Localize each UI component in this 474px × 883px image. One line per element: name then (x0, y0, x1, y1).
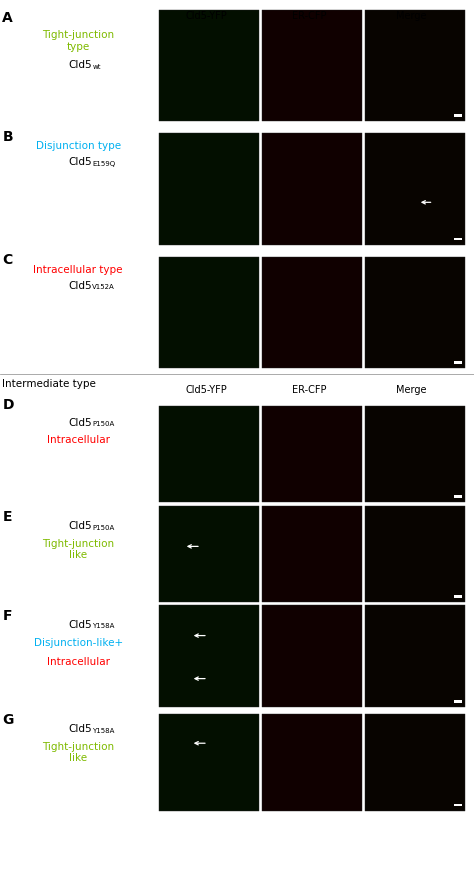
Text: Tight-junction
type: Tight-junction type (42, 30, 114, 51)
Bar (365, 406, 465, 502)
Bar (454, 700, 462, 703)
Text: Intermediate type: Intermediate type (2, 379, 96, 389)
Text: F: F (2, 609, 12, 623)
Text: wt: wt (92, 64, 101, 70)
Text: ER-CFP: ER-CFP (292, 11, 326, 21)
Text: Disjunction type: Disjunction type (36, 141, 121, 151)
Bar (262, 714, 362, 811)
Bar (262, 257, 362, 368)
Bar (454, 595, 462, 598)
Text: Cld5: Cld5 (69, 724, 92, 734)
Text: Cld5: Cld5 (69, 418, 92, 427)
Text: D: D (2, 398, 14, 412)
Text: Cld5: Cld5 (69, 620, 92, 630)
Bar (454, 114, 462, 117)
Bar (262, 133, 362, 245)
Bar (262, 406, 362, 502)
Bar (159, 257, 259, 368)
Bar (365, 10, 465, 121)
Text: C: C (2, 253, 13, 267)
Bar (365, 257, 465, 368)
Text: Merge: Merge (396, 11, 427, 21)
Bar (365, 133, 465, 245)
Text: Intracellular: Intracellular (47, 657, 109, 667)
Text: P150A: P150A (92, 421, 115, 427)
Bar (262, 10, 362, 121)
Text: Cld5: Cld5 (69, 521, 92, 531)
Bar (454, 804, 462, 806)
Text: Y158A: Y158A (92, 728, 115, 734)
Text: ER-CFP: ER-CFP (292, 384, 326, 395)
Bar (365, 506, 465, 602)
Text: Cld5: Cld5 (69, 157, 92, 167)
Text: G: G (2, 713, 14, 728)
Bar (159, 406, 259, 502)
Text: Cld5: Cld5 (69, 281, 92, 291)
Text: Y158A: Y158A (92, 623, 115, 630)
Bar (159, 10, 259, 121)
Bar (454, 361, 462, 364)
Bar (262, 605, 362, 707)
Bar (159, 133, 259, 245)
Text: A: A (2, 11, 13, 25)
Bar (365, 605, 465, 707)
Bar (454, 238, 462, 240)
Bar (159, 506, 259, 602)
Text: Intracellular: Intracellular (47, 435, 109, 445)
Text: Tight-junction
like: Tight-junction like (42, 742, 114, 763)
Bar (159, 605, 259, 707)
Text: E159Q: E159Q (92, 161, 116, 167)
Bar (454, 495, 462, 498)
Bar (262, 506, 362, 602)
Text: V152A: V152A (92, 284, 115, 291)
Text: E: E (2, 510, 12, 525)
Text: Cld5-YFP: Cld5-YFP (185, 11, 227, 21)
Text: Tight-junction
like: Tight-junction like (42, 539, 114, 560)
Text: B: B (2, 130, 13, 144)
Text: Merge: Merge (396, 384, 427, 395)
Text: Cld5-YFP: Cld5-YFP (185, 384, 227, 395)
Text: P150A: P150A (92, 525, 115, 531)
Text: Disjunction-like+: Disjunction-like+ (34, 638, 123, 647)
Text: Cld5: Cld5 (69, 60, 92, 70)
Bar (159, 714, 259, 811)
Text: Intracellular type: Intracellular type (34, 265, 123, 275)
Bar (365, 714, 465, 811)
